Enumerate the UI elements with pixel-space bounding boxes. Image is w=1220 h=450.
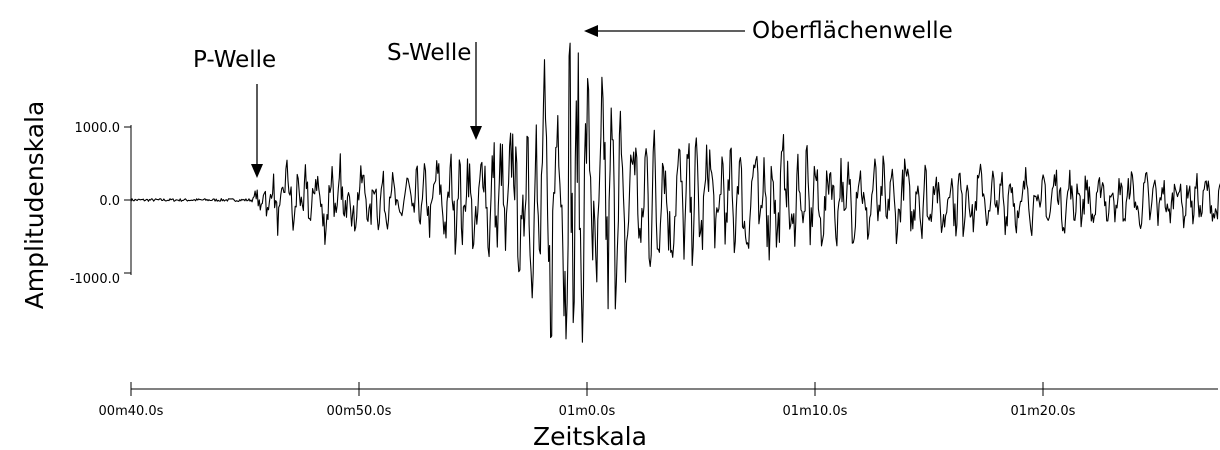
annotation-p-welle: P-Welle [193,47,276,73]
arrowhead-p-welle [251,164,263,178]
annotation-s-welle: S-Welle [387,40,471,66]
arrowhead-s-welle [470,126,482,140]
x-ticks: 00m40.0s 00m50.0s 01m0.0s 01m10.0s 01m20.0s [99,382,1076,419]
y-tick-label: 1000.0 [75,121,121,136]
y-axis-title: Amplitudenskala [20,101,49,310]
x-tick-label: 00m40.0s [99,404,164,419]
annotation-oberflaechenwelle: Oberflächenwelle [752,18,953,44]
y-tick-label: 0.0 [99,194,120,209]
x-tick-label: 00m50.0s [327,404,392,419]
x-tick-label: 01m10.0s [783,404,848,419]
seismogram-trace [130,42,1220,343]
x-tick-label: 01m20.0s [1011,404,1076,419]
x-axis-title: Zeitskala [533,422,647,450]
y-tick-label: -1000.0 [70,272,120,287]
x-tick-label: 01m0.0s [559,404,616,419]
arrowhead-oberflaechenwelle [584,25,598,37]
